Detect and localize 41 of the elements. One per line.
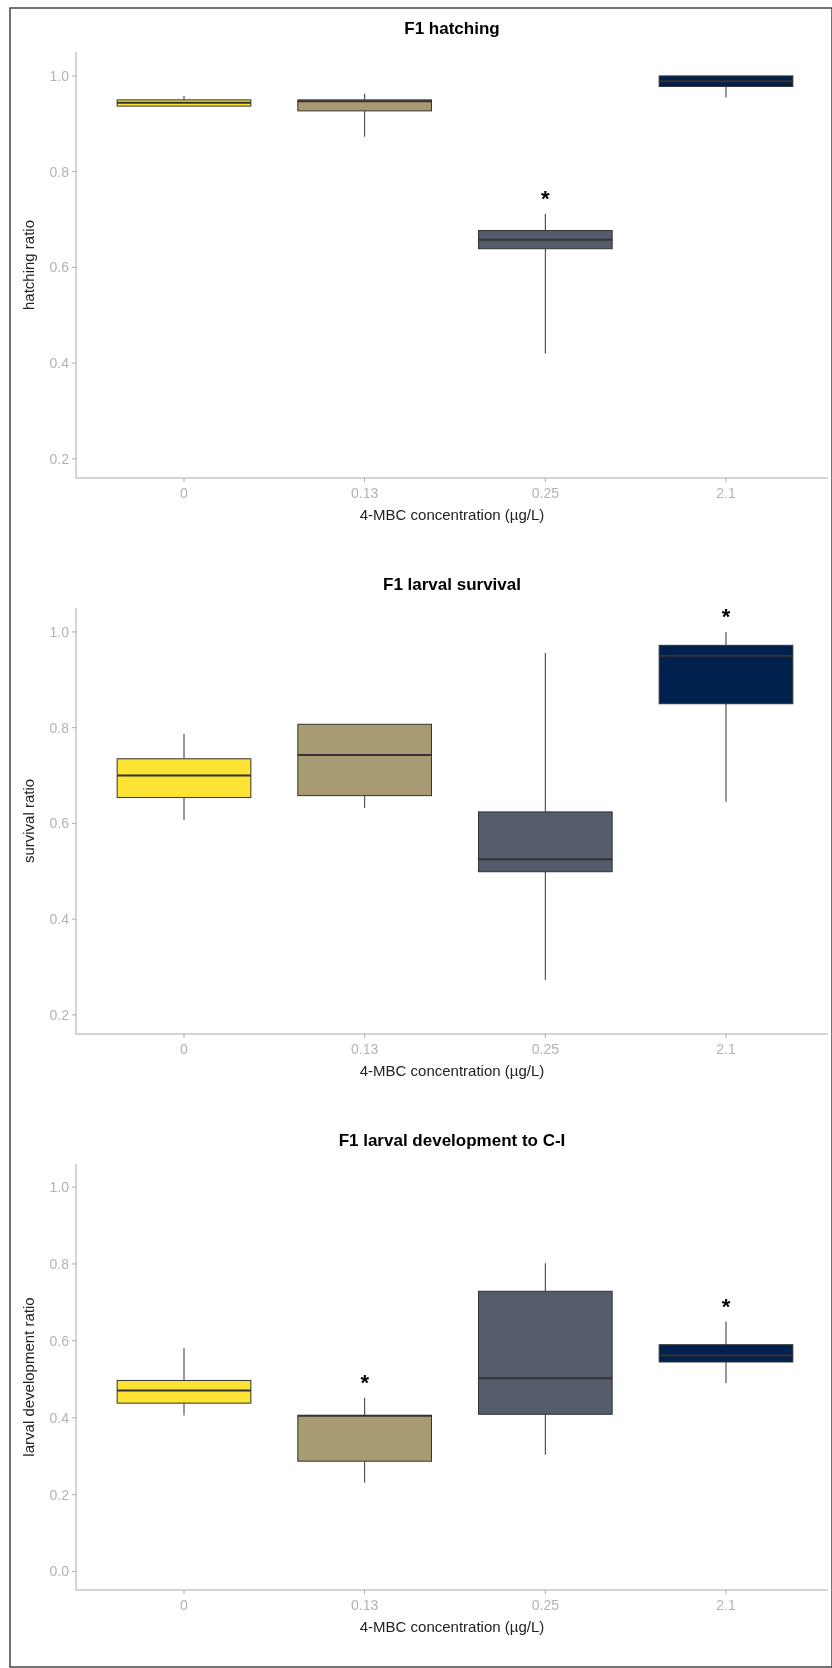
- x-axis-title: 4-MBC concentration (µg/L): [359, 1618, 545, 1635]
- y-tick-label: 0.8: [49, 719, 70, 736]
- x-tick-label: 0.25: [531, 1597, 560, 1613]
- x-tick-label: 0.13: [351, 1041, 379, 1057]
- x-axis-title: 4-MBC concentration (µg/L): [359, 506, 545, 523]
- y-tick-label: 0.6: [49, 259, 70, 276]
- y-axis-title: survival ratio: [20, 778, 37, 864]
- y-tick-label: 0.8: [49, 1255, 70, 1272]
- y-tick-label: 0.6: [49, 1332, 70, 1349]
- x-tick-label: 0.13: [351, 485, 379, 501]
- x-axis-title: 4-MBC concentration (µg/L): [359, 1062, 545, 1079]
- y-tick-label: 0.2: [49, 1006, 70, 1023]
- y-tick-label: 0.0: [49, 1563, 70, 1580]
- y-tick-label: 0.2: [49, 450, 70, 467]
- x-tick-label: 2.1: [716, 1597, 736, 1613]
- x-tick-label: 2.1: [716, 485, 736, 501]
- chart-title: F1 hatching: [404, 19, 500, 38]
- y-tick-label: 1.0: [49, 623, 70, 640]
- y-tick-label: 0.2: [49, 1486, 70, 1503]
- x-tick-label: 0: [180, 485, 189, 501]
- y-tick-label: 0.4: [49, 1409, 70, 1426]
- annotation: *: [721, 1293, 731, 1319]
- annotation: *: [360, 1369, 370, 1395]
- annotation: *: [541, 185, 551, 211]
- y-tick-label: 1.0: [49, 1178, 70, 1195]
- x-tick-label: 0.25: [531, 485, 560, 501]
- x-tick-label: 2.1: [716, 1041, 736, 1057]
- x-tick-label: 0.13: [351, 1597, 379, 1613]
- annotation: *: [721, 604, 731, 630]
- y-axis-title: hatching ratio: [20, 219, 37, 311]
- chart-title: F1 larval survival: [383, 575, 521, 594]
- y-tick-label: 0.4: [49, 355, 70, 372]
- x-tick-label: 0: [180, 1041, 189, 1057]
- chart-title: F1 larval development to C-I: [338, 1131, 566, 1150]
- x-tick-label: 0.25: [531, 1041, 560, 1057]
- y-axis-title: larval development ratio: [20, 1297, 37, 1457]
- y-tick-label: 1.0: [49, 67, 70, 84]
- x-tick-label: 0: [180, 1597, 189, 1613]
- y-tick-label: 0.4: [49, 911, 70, 928]
- y-tick-label: 0.6: [49, 815, 70, 832]
- y-tick-label: 0.8: [49, 163, 70, 180]
